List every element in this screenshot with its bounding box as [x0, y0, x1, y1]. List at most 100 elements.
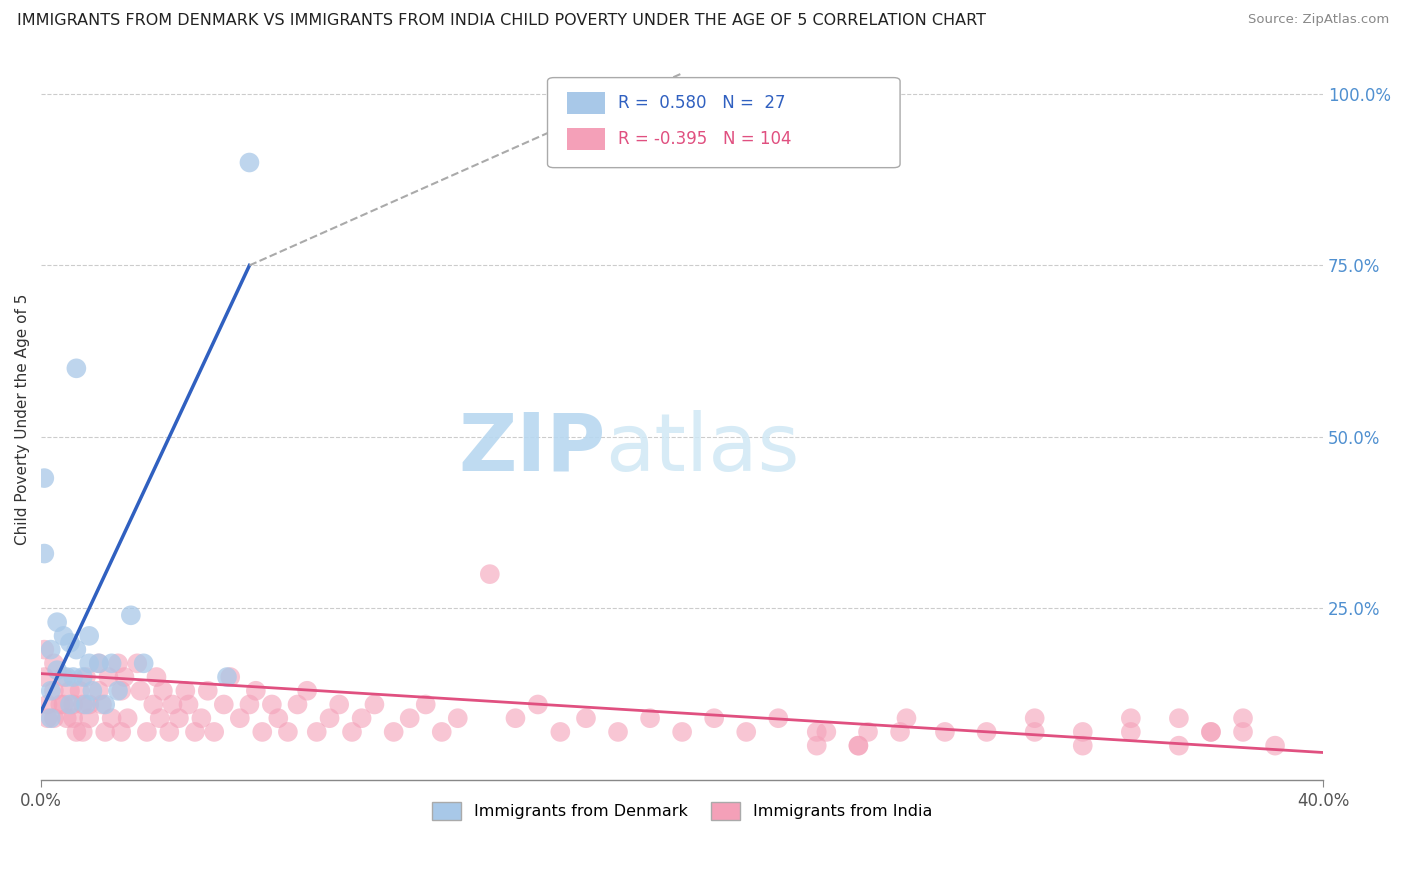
- Point: [100, 711, 122, 725]
- Point: [768, 711, 790, 725]
- Point: [167, 711, 190, 725]
- Point: [197, 683, 219, 698]
- Point: [152, 683, 174, 698]
- Point: [896, 711, 918, 725]
- Point: [806, 739, 828, 753]
- Point: [114, 670, 136, 684]
- Point: [1119, 711, 1142, 725]
- FancyBboxPatch shape: [547, 78, 900, 168]
- Point: [72, 670, 94, 684]
- Point: [735, 725, 758, 739]
- Point: [238, 155, 260, 169]
- Point: [110, 683, 132, 698]
- Text: IMMIGRANTS FROM DENMARK VS IMMIGRANTS FROM INDIA CHILD POVERTY UNDER THE AGE OF : IMMIGRANTS FROM DENMARK VS IMMIGRANTS FR…: [17, 13, 986, 29]
- Point: [447, 711, 470, 725]
- Point: [107, 683, 129, 698]
- Point: [42, 657, 65, 671]
- Point: [100, 657, 122, 671]
- Point: [132, 657, 155, 671]
- Point: [72, 698, 94, 712]
- Point: [91, 698, 114, 712]
- Point: [505, 711, 527, 725]
- Point: [52, 670, 75, 684]
- Point: [1071, 739, 1094, 753]
- Point: [107, 657, 129, 671]
- Point: [87, 657, 110, 671]
- Point: [671, 725, 693, 739]
- Point: [350, 711, 373, 725]
- Y-axis label: Child Poverty Under the Age of 5: Child Poverty Under the Age of 5: [15, 294, 30, 546]
- Point: [318, 711, 340, 725]
- Point: [184, 725, 207, 739]
- Point: [252, 725, 274, 739]
- Point: [245, 683, 267, 698]
- Point: [527, 698, 550, 712]
- Point: [1264, 739, 1286, 753]
- Point: [550, 725, 572, 739]
- Point: [1199, 725, 1222, 739]
- Text: R = -0.395   N = 104: R = -0.395 N = 104: [619, 130, 792, 148]
- Point: [39, 642, 62, 657]
- Point: [129, 683, 152, 698]
- Point: [277, 725, 299, 739]
- Text: R =  0.580   N =  27: R = 0.580 N = 27: [619, 94, 786, 112]
- Point: [1199, 725, 1222, 739]
- Point: [382, 725, 405, 739]
- Point: [607, 725, 630, 739]
- Point: [52, 698, 75, 712]
- Point: [39, 711, 62, 725]
- Point: [638, 711, 661, 725]
- Point: [72, 725, 94, 739]
- Point: [856, 725, 879, 739]
- Point: [42, 711, 65, 725]
- Point: [1071, 725, 1094, 739]
- Point: [39, 683, 62, 698]
- Point: [34, 471, 56, 485]
- Point: [575, 711, 598, 725]
- Point: [55, 711, 77, 725]
- Point: [976, 725, 998, 739]
- Point: [145, 670, 167, 684]
- Point: [1119, 725, 1142, 739]
- Bar: [567, 92, 605, 113]
- Point: [215, 670, 238, 684]
- Point: [1232, 725, 1254, 739]
- Point: [34, 547, 56, 561]
- Bar: [567, 128, 605, 150]
- Point: [94, 698, 117, 712]
- Point: [65, 725, 87, 739]
- Point: [157, 725, 180, 739]
- Point: [65, 361, 87, 376]
- Point: [202, 725, 225, 739]
- Text: ZIP: ZIP: [458, 409, 605, 488]
- Point: [260, 698, 283, 712]
- Point: [229, 711, 252, 725]
- Point: [59, 636, 82, 650]
- Point: [305, 725, 328, 739]
- Point: [190, 711, 212, 725]
- Point: [42, 683, 65, 698]
- Text: Source: ZipAtlas.com: Source: ZipAtlas.com: [1249, 13, 1389, 27]
- Point: [1167, 711, 1189, 725]
- Point: [77, 657, 100, 671]
- Point: [77, 698, 100, 712]
- Point: [94, 725, 117, 739]
- Point: [238, 698, 260, 712]
- Point: [889, 725, 911, 739]
- Point: [1232, 711, 1254, 725]
- Point: [478, 567, 501, 582]
- Point: [848, 739, 870, 753]
- Point: [34, 642, 56, 657]
- Point: [703, 711, 725, 725]
- Point: [87, 657, 110, 671]
- Point: [287, 698, 309, 712]
- Point: [363, 698, 385, 712]
- Point: [87, 683, 110, 698]
- Point: [46, 663, 69, 677]
- Point: [848, 739, 870, 753]
- Point: [1167, 739, 1189, 753]
- Point: [328, 698, 350, 712]
- Point: [212, 698, 235, 712]
- Point: [295, 683, 318, 698]
- Point: [1024, 725, 1046, 739]
